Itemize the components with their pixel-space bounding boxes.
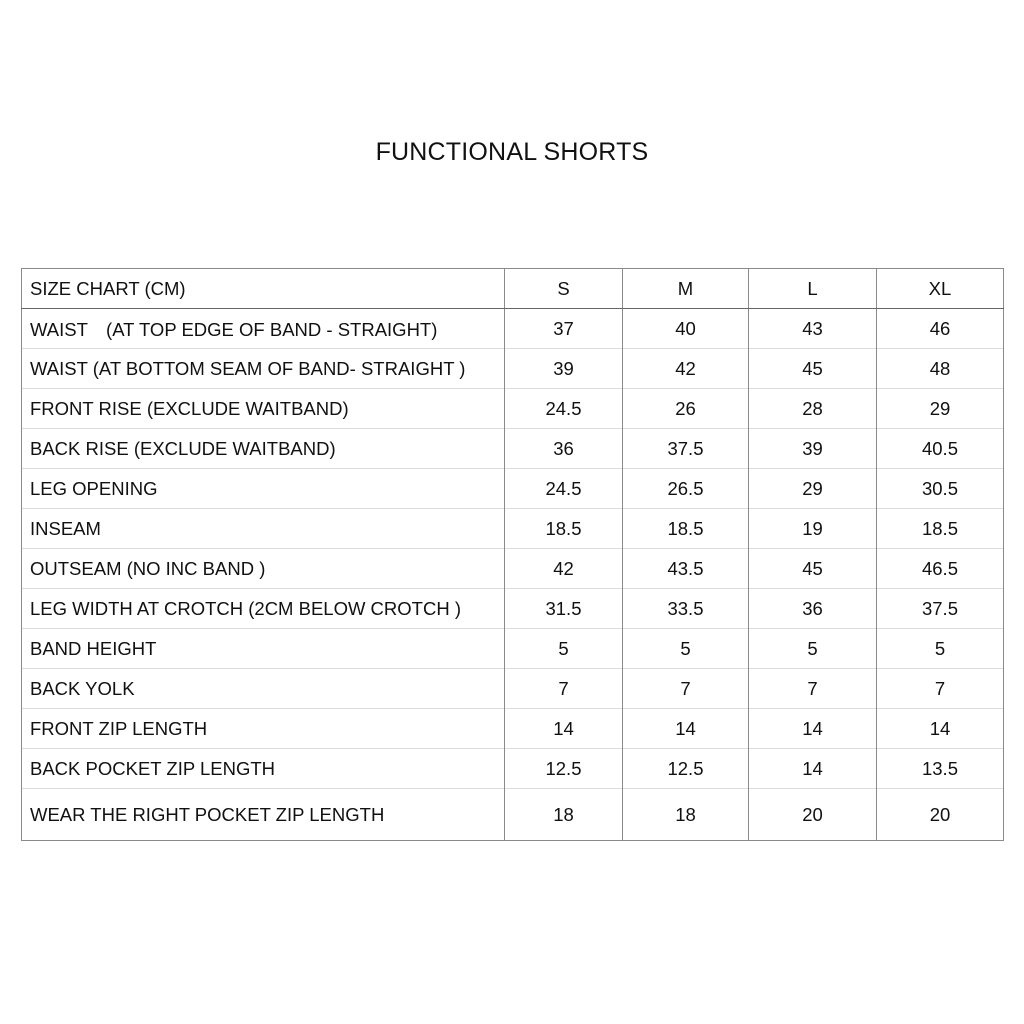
table-row: OUTSEAM (NO INC BAND ) 42 43.5 45 46.5: [21, 548, 1004, 589]
table-row: FRONT RISE (EXCLUDE WAITBAND) 24.5 26 28 29: [21, 388, 1004, 429]
size-value: 26.5: [622, 468, 749, 509]
size-value: 14: [748, 708, 877, 749]
size-value: 24.5: [504, 388, 623, 429]
size-value: 5: [504, 628, 623, 669]
size-value: 45: [748, 348, 877, 389]
size-value: L: [748, 268, 877, 309]
size-value: 14: [504, 708, 623, 749]
size-value: 39: [748, 428, 877, 469]
size-chart-table: SIZE CHART (CM) S M L XL WAIST (AT TOP EDGE O…: [21, 268, 1004, 841]
table-row: LEG WIDTH AT CROTCH (2CM BELOW CROTCH ) 3…: [21, 588, 1004, 629]
size-value: 24.5: [504, 468, 623, 509]
page-title: FUNCTIONAL SHORTS: [375, 138, 649, 166]
table-row: WEAR THE RIGHT POCKET ZIP LENGTH 18 18 20 20: [21, 788, 1004, 841]
size-value: XL: [876, 268, 1004, 309]
size-value: 37.5: [876, 588, 1004, 629]
row-label: FRONT RISE (EXCLUDE WAITBAND): [21, 388, 505, 429]
table-row: WAIST (AT TOP EDGE OF BAND - STRAIGHT) 37…: [21, 308, 1004, 349]
size-value: 45: [748, 548, 877, 589]
size-value: 14: [748, 748, 877, 789]
header-row: SIZE CHART (CM) S M L XL: [21, 268, 1004, 309]
size-value: 36: [504, 428, 623, 469]
size-value: 42: [622, 348, 749, 389]
size-value: 13.5: [876, 748, 1004, 789]
row-label: BACK RISE (EXCLUDE WAITBAND): [21, 428, 505, 469]
size-value: 29: [876, 388, 1004, 429]
size-value: 18.5: [622, 508, 749, 549]
size-value: 46: [876, 308, 1004, 349]
size-value: 7: [622, 668, 749, 709]
row-label: BACK POCKET ZIP LENGTH: [21, 748, 505, 789]
size-value: 12.5: [622, 748, 749, 789]
row-label: WAIST (AT BOTTOM SEAM OF BAND- STRAIGHT …: [21, 348, 505, 389]
size-value: 43: [748, 308, 877, 349]
size-value: 5: [876, 628, 1004, 669]
size-value: 18.5: [504, 508, 623, 549]
size-value: 40: [622, 308, 749, 349]
size-value: 28: [748, 388, 877, 429]
row-label: BAND HEIGHT: [21, 628, 505, 669]
row-label: LEG OPENING: [21, 468, 505, 509]
size-value: S: [504, 268, 623, 309]
size-value: 33.5: [622, 588, 749, 629]
row-label: INSEAM: [21, 508, 505, 549]
row-label: WAIST (AT TOP EDGE OF BAND - STRAIGHT): [21, 308, 505, 349]
size-value: 20: [748, 788, 877, 841]
row-label: LEG WIDTH AT CROTCH (2CM BELOW CROTCH ): [21, 588, 505, 629]
size-value: 30.5: [876, 468, 1004, 509]
size-value: 7: [504, 668, 623, 709]
size-value: 40.5: [876, 428, 1004, 469]
size-value: 14: [622, 708, 749, 749]
table-row: BACK YOLK 7 7 7 7: [21, 668, 1004, 709]
table-row: LEG OPENING 24.5 26.5 29 30.5: [21, 468, 1004, 509]
size-value: 48: [876, 348, 1004, 389]
size-value: 14: [876, 708, 1004, 749]
size-value: 5: [748, 628, 877, 669]
row-label: SIZE CHART (CM): [21, 268, 505, 309]
size-value: 19: [748, 508, 877, 549]
size-value: 36: [748, 588, 877, 629]
size-value: 37.5: [622, 428, 749, 469]
table-row: FRONT ZIP LENGTH 14 14 14 14: [21, 708, 1004, 749]
table-row: BACK RISE (EXCLUDE WAITBAND) 36 37.5 39 40.5: [21, 428, 1004, 469]
row-label: FRONT ZIP LENGTH: [21, 708, 505, 749]
size-value: 29: [748, 468, 877, 509]
table-row: BAND HEIGHT 5 5 5 5: [21, 628, 1004, 669]
size-value: 39: [504, 348, 623, 389]
size-value: 20: [876, 788, 1004, 841]
size-value: 12.5: [504, 748, 623, 789]
size-value: 26: [622, 388, 749, 429]
size-value: M: [622, 268, 749, 309]
size-value: 31.5: [504, 588, 623, 629]
size-value: 18.5: [876, 508, 1004, 549]
size-value: 18: [622, 788, 749, 841]
table-row: BACK POCKET ZIP LENGTH 12.5 12.5 14 13.5: [21, 748, 1004, 789]
size-value: 43.5: [622, 548, 749, 589]
row-label: BACK YOLK: [21, 668, 505, 709]
size-value: 46.5: [876, 548, 1004, 589]
size-value: 7: [748, 668, 877, 709]
size-value: 42: [504, 548, 623, 589]
size-value: 37: [504, 308, 623, 349]
table-row: WAIST (AT BOTTOM SEAM OF BAND- STRAIGHT …: [21, 348, 1004, 389]
table-row: INSEAM 18.5 18.5 19 18.5: [21, 508, 1004, 549]
size-value: 7: [876, 668, 1004, 709]
size-value: 5: [622, 628, 749, 669]
row-label: OUTSEAM (NO INC BAND ): [21, 548, 505, 589]
row-label: WEAR THE RIGHT POCKET ZIP LENGTH: [21, 788, 505, 841]
size-value: 18: [504, 788, 623, 841]
